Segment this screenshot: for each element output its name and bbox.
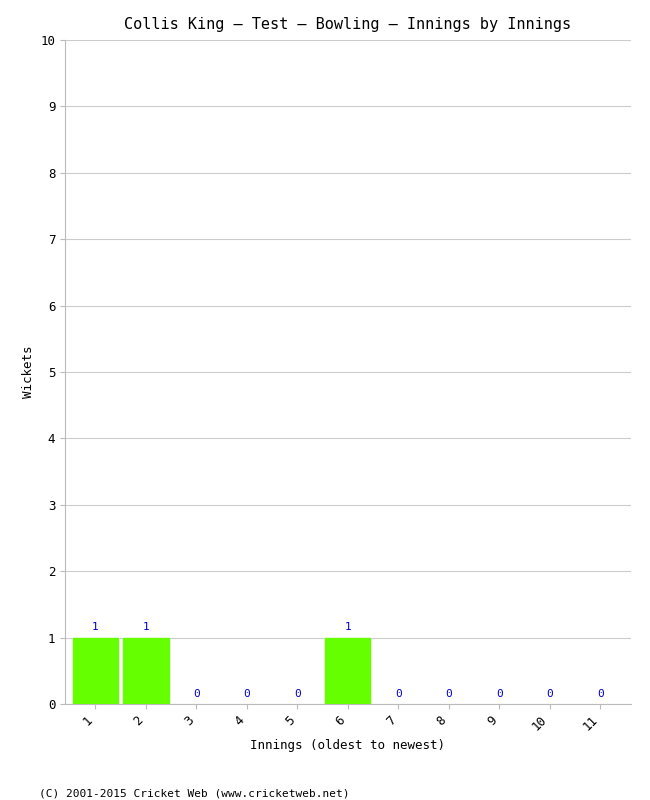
Text: (C) 2001-2015 Cricket Web (www.cricketweb.net): (C) 2001-2015 Cricket Web (www.cricketwe… <box>39 788 350 798</box>
X-axis label: Innings (oldest to newest): Innings (oldest to newest) <box>250 739 445 752</box>
Text: 0: 0 <box>395 689 402 698</box>
Bar <box>325 638 370 704</box>
Text: 0: 0 <box>597 689 604 698</box>
Text: 1: 1 <box>92 622 99 632</box>
Text: 1: 1 <box>344 622 351 632</box>
Bar <box>73 638 118 704</box>
Text: 0: 0 <box>243 689 250 698</box>
Text: 0: 0 <box>445 689 452 698</box>
Text: 0: 0 <box>294 689 301 698</box>
Bar <box>123 638 168 704</box>
Text: 0: 0 <box>496 689 502 698</box>
Text: 0: 0 <box>547 689 553 698</box>
Text: 0: 0 <box>193 689 200 698</box>
Title: Collis King – Test – Bowling – Innings by Innings: Collis King – Test – Bowling – Innings b… <box>124 17 571 32</box>
Y-axis label: Wickets: Wickets <box>21 346 34 398</box>
Text: 1: 1 <box>142 622 149 632</box>
